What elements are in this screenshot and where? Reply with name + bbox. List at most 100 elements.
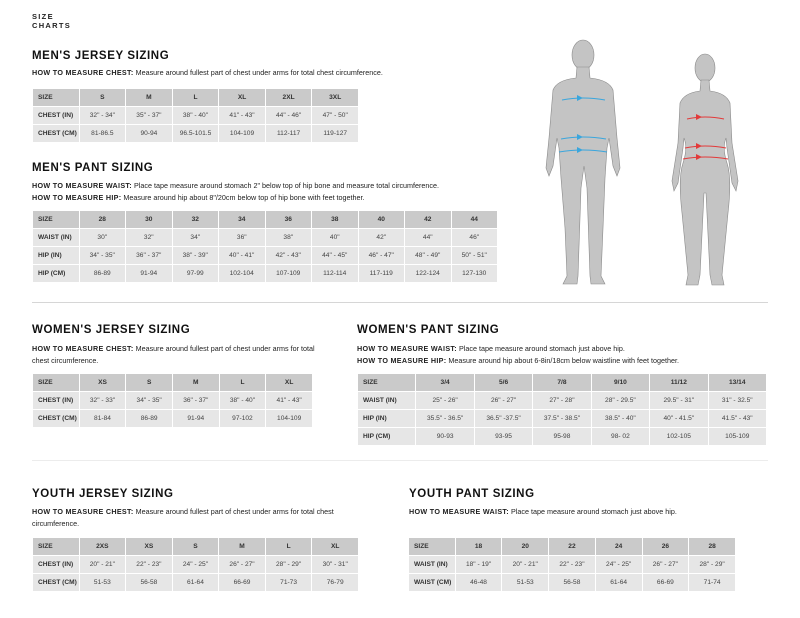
howto-line: HOW TO MEASURE WAIST: Place tape measure… (357, 343, 777, 355)
brand-header: SIZE CHARTS (32, 12, 71, 30)
row-label-cell: HIP (IN) (356, 409, 417, 428)
row-label-cell: SIZE (32, 373, 80, 392)
measurement-cell: 122-124 (404, 264, 452, 283)
howto-text: Measure around fullest part of chest und… (133, 68, 383, 77)
male-chest-arrow-icon (577, 95, 583, 101)
howto-line: HOW TO MEASURE CHEST: Measure around ful… (32, 343, 317, 367)
measurement-cell: 46-48 (454, 573, 503, 592)
measurement-cell: 56-58 (125, 573, 173, 592)
size-header-cell: 2XL (264, 88, 313, 107)
size-header-cell: S (125, 373, 173, 392)
measurement-cell: 112-117 (264, 124, 313, 143)
youth-pant-title: YOUTH PANT SIZING (409, 488, 535, 500)
measurement-cell: 105-109 (707, 427, 768, 446)
measurement-cell: 90-94 (125, 124, 173, 143)
measurement-cell: 102-105 (649, 427, 709, 446)
measurement-cell: 36" (218, 228, 266, 247)
size-header-cell: 44 (450, 210, 498, 229)
measurement-cell: 24" - 25" (594, 555, 643, 574)
size-header-cell: S (78, 88, 127, 107)
howto-label: HOW TO MEASURE CHEST: (32, 68, 134, 77)
measurement-cell: 44" - 45" (311, 246, 359, 265)
measurement-cell: 46" - 47" (357, 246, 405, 265)
size-header-cell: 2XS (78, 537, 127, 556)
measurement-cell: 107-109 (264, 264, 312, 283)
measurement-cell: 76-79 (311, 573, 359, 592)
womens-pant-table: SIZE 3/4 5/6 7/8 9/10 11/12 13/14 WAIST (IN) 25"… (356, 373, 768, 446)
measurement-cell: 42" (357, 228, 405, 247)
table-row: CHEST (IN) 32" - 33" 34" - 35" 36" - 37" 38"… (32, 391, 313, 410)
size-header-cell: M (125, 88, 173, 107)
size-header-cell: S (171, 537, 220, 556)
measurement-cell: 71-74 (688, 573, 736, 592)
size-header-cell: 18 (454, 537, 503, 556)
measurement-cell: 36" - 37" (171, 391, 220, 410)
measurement-cell: 18" - 19" (454, 555, 503, 574)
measurement-cell: 104-109 (265, 409, 313, 428)
size-header-cell: 3XL (311, 88, 359, 107)
measurement-cell: 47" - 50" (311, 106, 359, 125)
size-header-cell: 38 (311, 210, 359, 229)
size-header-cell: 3/4 (415, 373, 475, 392)
measurement-cell: 97-102 (218, 409, 267, 428)
measurement-cell: 95-98 (532, 427, 592, 446)
table-row: CHEST (IN) 20" - 21" 22" - 23" 24" - 25" 26"… (32, 555, 359, 574)
row-label-cell: HIP (IN) (32, 246, 80, 265)
measurement-cell: 56-58 (548, 573, 596, 592)
howto-line: HOW TO MEASURE HIP: Measure around hip a… (32, 192, 532, 204)
measurement-cell: 36.5" -37.5" (473, 409, 534, 428)
measurement-cell: 51-53 (501, 573, 550, 592)
size-header-cell: 11/12 (649, 373, 709, 392)
howto-text: Place tape measure around stomach just a… (457, 344, 625, 353)
measurement-cell: 30" (78, 228, 126, 247)
measurement-cell: 71-73 (264, 573, 313, 592)
howto-label: HOW TO MEASURE WAIST: (409, 507, 510, 516)
measurement-cell: 40" - 41.5" (649, 409, 709, 428)
measurement-cell: 28" - 29.5" (590, 391, 651, 410)
table-row: WAIST (IN) 25" - 26" 26" - 27" 27" - 28" 28"… (356, 391, 768, 410)
measurement-cell: 97-99 (171, 264, 219, 283)
measurement-cell: 38" - 40" (171, 106, 220, 125)
female-hip-measure-line (682, 156, 729, 160)
measurement-cell: 36" - 37" (125, 246, 173, 265)
measurement-cell: 112-114 (311, 264, 359, 283)
measurement-cell: 96.5-101.5 (171, 124, 220, 143)
size-header-cell: 40 (357, 210, 405, 229)
measurement-cell: 61-64 (594, 573, 643, 592)
size-header-cell: 22 (548, 537, 596, 556)
female-waist-measure-line (684, 145, 727, 149)
measurement-cell: 41" - 43" (265, 391, 313, 410)
measurement-cell: 38.5" - 40" (590, 409, 651, 428)
table-header-row: SIZE 2XS XS S M L XL (32, 537, 359, 556)
howto-label: HOW TO MEASURE HIP: (32, 193, 122, 202)
measurement-cell: 127-130 (450, 264, 498, 283)
male-waist-arrow-icon (577, 134, 583, 140)
row-label-cell: CHEST (CM) (32, 573, 80, 592)
womens-pant-howto: HOW TO MEASURE WAIST: Place tape measure… (357, 343, 777, 367)
measurement-cell: 81-86.5 (78, 124, 127, 143)
measurement-cell: 38" - 39" (171, 246, 219, 265)
size-header-cell: XL (218, 88, 266, 107)
table-row: CHEST (CM) 51-53 56-58 61-64 66-69 71-73 76-79 (32, 573, 359, 592)
howto-label: HOW TO MEASURE CHEST: (32, 344, 134, 353)
table-row: HIP (IN) 34" - 35" 36" - 37" 38" - 39" 40" -… (32, 246, 498, 265)
table-row: CHEST (CM) 81-84 86-89 91-94 97-102 104-109 (32, 409, 313, 428)
measurement-cell: 46" (450, 228, 498, 247)
measurement-cell: 86-89 (78, 264, 126, 283)
howto-label: HOW TO MEASURE CHEST: (32, 507, 134, 516)
row-label-cell: CHEST (IN) (32, 555, 80, 574)
mens-pant-title: MEN'S PANT SIZING (32, 162, 154, 174)
measurement-cell: 26" - 27" (473, 391, 534, 410)
howto-text: Measure around hip about 6-8in/18cm belo… (446, 356, 679, 365)
table-row: HIP (CM) 86-89 91-94 97-99 102-104 107-109 112… (32, 264, 498, 283)
row-label-cell: WAIST (IN) (408, 555, 456, 574)
row-label-cell: WAIST (IN) (32, 228, 80, 247)
womens-jersey-table: SIZE XS S M L XL CHEST (IN) 32" - 33" 34" - 35" 3… (32, 373, 313, 428)
womens-jersey-title: WOMEN'S JERSEY SIZING (32, 324, 191, 336)
measurement-cell: 29.5" - 31" (649, 391, 709, 410)
measurement-cell: 26" - 27" (218, 555, 266, 574)
size-header-cell: 30 (125, 210, 173, 229)
measurement-cell: 51-53 (78, 573, 127, 592)
youth-pant-table: SIZE 18 20 22 24 26 28 WAIST (IN) 18" - 19" 20" -… (408, 537, 736, 592)
